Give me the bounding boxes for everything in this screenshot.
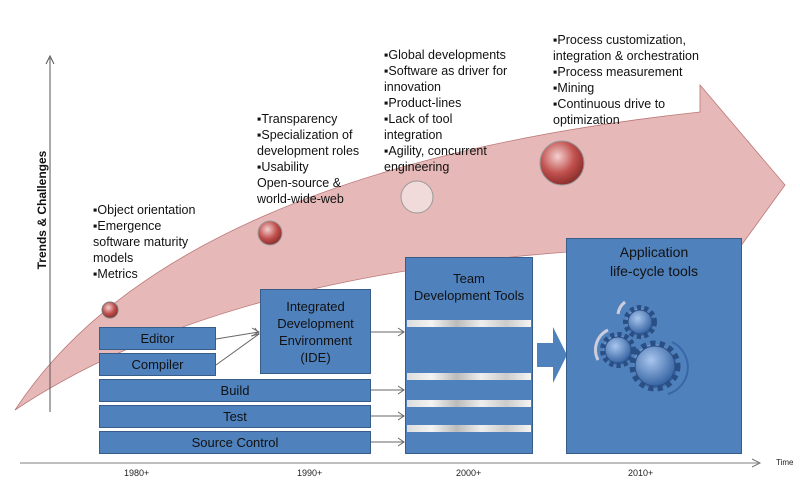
trend-item: ▪Metrics — [93, 267, 138, 281]
year-1980: 1980+ — [124, 468, 150, 478]
compiler-box: Compiler — [99, 353, 216, 376]
trend-item: integration — [384, 128, 443, 142]
year-2000: 2000+ — [456, 468, 482, 478]
trends-2010: ▪Process customization, integration & orc… — [553, 32, 699, 128]
y-axis-arrowhead — [45, 54, 55, 65]
alm-title-line: life-cycle tools — [610, 263, 698, 279]
team-title-line: Development Tools — [413, 288, 525, 303]
stripe-divider — [407, 373, 531, 380]
milestone-ball-1990 — [257, 220, 283, 246]
trend-item: ▪Process measurement — [553, 65, 683, 79]
build-box: Build — [99, 379, 371, 402]
trend-item: ▪Transparency — [257, 112, 338, 126]
stripe-divider — [407, 425, 531, 432]
trend-item: ▪Specialization of — [257, 128, 353, 142]
trend-item: development roles — [257, 144, 360, 158]
trend-item: innovation — [384, 80, 441, 94]
trend-item: ▪Usability — [257, 160, 309, 174]
editor-box: Editor — [99, 327, 216, 350]
x-axis-arrowhead — [751, 458, 762, 468]
trend-item: world-wide-web — [257, 192, 344, 206]
ide-box: Integrated Development Environment (IDE) — [260, 289, 371, 374]
trend-item: ▪Emergence — [93, 219, 162, 233]
trend-item: engineering — [384, 160, 450, 174]
stripe-divider — [407, 320, 531, 327]
trend-item: models — [93, 251, 134, 265]
trend-item: ▪Object orientation — [93, 203, 196, 217]
trends-1990: ▪Transparency ▪Specialization of developme… — [257, 111, 359, 207]
trend-item: software maturity — [93, 235, 189, 249]
gears-icon — [594, 300, 689, 395]
source-control-box: Source Control — [99, 431, 371, 454]
trend-arrow — [14, 83, 786, 411]
ide-line: (IDE) — [300, 349, 331, 365]
stripe-divider — [407, 400, 531, 407]
milestone-ball-1980 — [101, 301, 119, 319]
trend-item: ▪Mining — [553, 81, 595, 95]
milestone-ball-2000 — [400, 180, 434, 214]
ide-line: Development — [277, 315, 354, 331]
trend-item: integration & orchestration — [553, 49, 699, 63]
trend-item: ▪Global developments — [384, 48, 506, 62]
trends-2000: ▪Global developments ▪Software as driver … — [384, 47, 507, 175]
transition-arrow — [537, 327, 567, 383]
x-axis-label: Time — [776, 458, 794, 467]
team-development-tools-box: Team Development Tools — [405, 257, 533, 454]
trend-item: Open-source & — [257, 176, 342, 190]
trend-item: ▪Software as driver for — [384, 64, 508, 78]
milestone-ball-2010 — [539, 140, 585, 186]
test-box: Test — [99, 405, 371, 428]
trend-item: ▪Continuous drive to — [553, 97, 666, 111]
ide-line: Environment — [279, 332, 352, 348]
connector-arrows — [215, 327, 405, 447]
year-2010: 2010+ — [628, 468, 654, 478]
trend-item: optimization — [553, 113, 620, 127]
alm-title-line: Application — [619, 244, 689, 260]
year-1990: 1990+ — [297, 468, 323, 478]
ide-line: Integrated — [286, 298, 345, 314]
trend-item: ▪Product-lines — [384, 96, 462, 110]
trend-item: ▪Lack of tool — [384, 112, 453, 126]
trend-item: ▪Agility, concurrent — [384, 144, 487, 158]
team-title-line: Team — [453, 271, 485, 286]
trend-item: ▪Process customization, — [553, 33, 686, 47]
trends-1980: ▪Object orientation ▪Emergence software ma… — [93, 202, 195, 282]
y-axis-label: Trends & Challenges — [35, 150, 49, 270]
